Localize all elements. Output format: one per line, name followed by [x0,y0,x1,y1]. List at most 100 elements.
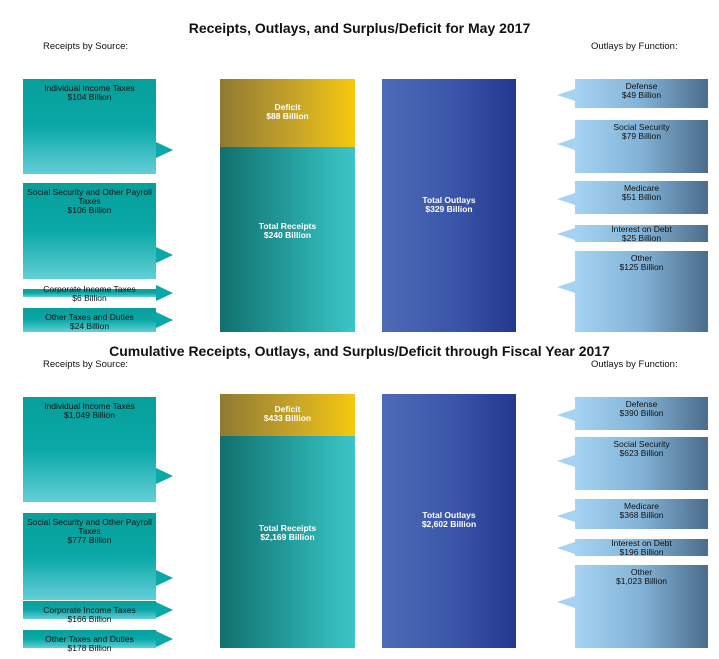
receipt-pointer [156,631,173,647]
receipt-source-label: Other Taxes and Duties [45,634,134,644]
receipt-source-box: Social Security and Other Payroll Taxes $… [23,183,156,279]
total-receipts-label-group: Total Receipts $240 Billion [220,220,355,240]
deficit-label: Deficit [274,404,301,414]
receipt-pointer [156,602,173,618]
outlay-function-box: Interest on Debt $25 Billion [575,224,708,243]
outlay-function-box: Defense $390 Billion [575,397,708,430]
total-receipts-label-group: Total Receipts $2,169 Billion [220,524,355,542]
outlay-pointer [557,454,575,467]
deficit-label-group: Deficit $88 Billion [220,103,355,121]
outlay-function-box: Medicare $51 Billion [575,181,708,214]
outlays-heading: Outlays by Function: [591,41,678,52]
receipt-pointer [156,142,173,159]
receipt-pointer [156,285,173,301]
receipt-source-value: $106 Billion [67,205,112,215]
outlay-pointer [557,228,575,241]
outlay-function-label: Defense [625,399,658,409]
receipt-source-box: Other Taxes and Duties $178 Billion [23,630,156,653]
outlay-pointer [557,281,575,294]
outlay-function-label: Medicare [624,183,659,193]
outlay-function-value: $623 Billion [619,448,664,458]
outlay-pointer [557,137,575,150]
outlay-function-value: $368 Billion [619,510,664,520]
total-receipts-bar: Total Receipts $240 Billion [220,147,355,332]
total-outlays-label-group: Total Outlays $2,602 Billion [382,511,516,529]
receipt-source-label: Individual Income Taxes [44,83,135,93]
deficit-bar: Deficit $433 Billion [220,394,355,436]
outlay-function-value: $390 Billion [619,408,664,418]
receipt-source-box: Corporate Income Taxes $6 Billion [23,285,156,303]
receipt-source-label: Corporate Income Taxes [43,284,136,294]
outlay-function-box: Social Security $79 Billion [575,120,708,173]
outlay-function-value: $1,023 Billion [615,576,668,586]
outlay-pointer [557,596,575,609]
outlay-pointer [557,409,575,422]
receipt-source-label: Corporate Income Taxes [43,605,136,615]
outlay-function-box: Defense $49 Billion [575,79,708,108]
outlay-function-box: Other $125 Billion [575,251,708,332]
outlay-function-value: $49 Billion [621,90,662,100]
deficit-value: $433 Billion [263,413,312,423]
outlay-function-value: $79 Billion [621,131,662,141]
receipt-source-box: Individual Income Taxes $1,049 Billion [23,397,156,502]
receipt-pointer [156,312,173,328]
receipt-source-value: $166 Billion [67,614,112,624]
total-outlays-label: Total Outlays [422,194,476,205]
total-outlays-label-group: Total Outlays $329 Billion [382,194,516,214]
total-receipts-value: $240 Billion [263,229,312,240]
outlay-function-value: $196 Billion [619,547,664,557]
deficit-label-group: Deficit $433 Billion [220,405,355,423]
outlay-function-label: Social Security [613,122,670,132]
outlay-function-label: Other [630,253,653,263]
receipt-source-value: $24 Billion [69,321,110,331]
receipt-source-box: Corporate Income Taxes $166 Billion [23,601,156,624]
deficit-bar: Deficit $88 Billion [220,79,355,147]
receipt-source-label: Other Taxes and Duties [45,312,134,322]
receipt-source-label: Individual Income Taxes [44,401,135,411]
outlays-heading: Outlays by Function: [591,359,678,370]
deficit-label: Deficit [274,102,301,112]
chart-title: Receipts, Outlays, and Surplus/Deficit f… [188,20,531,36]
outlay-function-value: $51 Billion [621,192,662,202]
receipt-source-label: Social Security and Other Payroll Taxes [27,187,152,206]
total-outlays-bar: Total Outlays $329 Billion [382,79,516,332]
receipt-source-value: $178 Billion [67,643,112,653]
receipt-pointer [156,467,173,484]
receipts-heading: Receipts by Source: [43,41,129,52]
outlay-function-label: Interest on Debt [611,538,672,548]
receipt-source-box: Other Taxes and Duties $24 Billion [23,308,156,332]
total-receipts-bar: Total Receipts $2,169 Billion [220,436,355,648]
outlay-function-value: $25 Billion [621,233,662,243]
receipt-source-value: $1,049 Billion [63,410,116,420]
outlay-pointer [557,509,575,522]
chart-title: Cumulative Receipts, Outlays, and Surplu… [109,343,610,359]
outlay-function-box: Interest on Debt $196 Billion [575,538,708,557]
outlay-pointer [557,542,575,555]
receipt-source-value: $6 Billion [72,293,107,303]
outlay-pointer [557,193,575,206]
receipt-source-box: Individual Income Taxes $104 Billion [23,79,156,174]
receipt-source-value: $104 Billion [67,92,112,102]
receipt-source-box: Social Security and Other Payroll Taxes $… [23,513,156,600]
total-receipts-label: Total Receipts [258,523,317,533]
outlay-function-label: Interest on Debt [611,224,672,234]
outlay-function-label: Medicare [624,501,659,511]
total-receipts-value: $2,169 Billion [260,532,315,542]
total-outlays-value: $2,602 Billion [421,519,477,529]
outlay-pointer [557,88,575,101]
outlay-function-label: Social Security [613,439,670,449]
receipt-source-value: $777 Billion [67,535,112,545]
receipt-pointer [156,570,173,587]
outlay-function-label: Defense [625,81,658,91]
outlay-function-label: Other [630,567,653,577]
outlay-function-box: Medicare $368 Billion [575,499,708,529]
cumulative-chart: Cumulative Receipts, Outlays, and Surplu… [0,338,719,659]
total-outlays-label: Total Outlays [422,510,476,520]
total-outlays-bar: Total Outlays $2,602 Billion [382,394,516,648]
total-receipts-label: Total Receipts [258,220,317,231]
receipt-pointer [156,247,173,263]
receipt-source-label: Social Security and Other Payroll Taxes [27,517,152,536]
outlay-function-box: Social Security $623 Billion [575,437,708,490]
deficit-value: $88 Billion [266,111,309,121]
monthly-chart: Receipts, Outlays, and Surplus/Deficit f… [23,20,708,332]
